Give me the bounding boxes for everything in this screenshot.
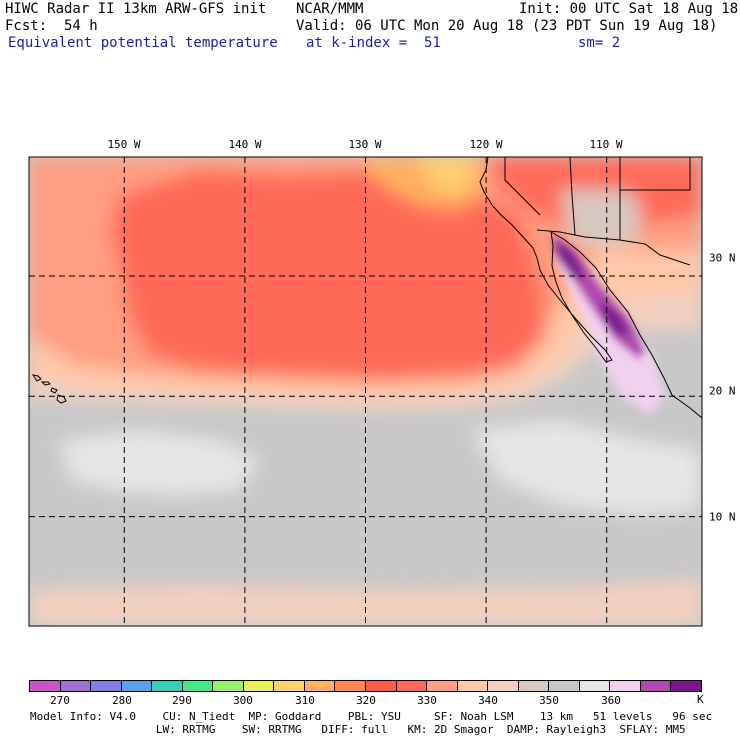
colorbar-swatch <box>335 681 367 691</box>
model-info-line-1: Model Info: V4.0 CU: N_Tiedt MP: Goddard… <box>30 710 713 723</box>
colorbar-swatch <box>457 681 489 691</box>
colorbar-swatch <box>121 681 153 691</box>
lon-label-130w: 130 W <box>348 138 382 151</box>
state-boundary-az <box>569 157 576 236</box>
colorbar-swatch <box>640 681 672 691</box>
colorbar-tick-270: 270 <box>50 694 70 707</box>
colorbar-tick-300: 300 <box>233 694 253 707</box>
field-band-320K <box>420 157 475 195</box>
colorbar-tick-310: 310 <box>295 694 315 707</box>
map-frame <box>28 156 703 627</box>
field-band-375K-sierra <box>600 300 630 335</box>
colorbar-swatch <box>549 681 580 691</box>
baja-peninsula-coast <box>536 231 613 363</box>
mexico-mainland-coast <box>550 231 702 419</box>
lon-label-140w: 140 W <box>228 138 262 151</box>
lat-label-30n: 30 N <box>709 251 736 265</box>
california-coast <box>479 157 538 259</box>
lat-lon-gridlines <box>29 157 702 626</box>
colorbar-swatch <box>304 681 336 691</box>
state-boundary-ca-nv <box>504 157 541 216</box>
lon-label-110w: 110 W <box>589 138 623 151</box>
colorbar-swatch <box>488 681 519 691</box>
level-index: at k-index = 51 <box>306 35 441 51</box>
valid-time: Valid: 06 UTC Mon 20 Aug 18 (23 PDT Sun … <box>296 18 718 34</box>
hawaii-islands <box>31 374 67 404</box>
lat-label-10n: 10 N <box>709 510 736 524</box>
colorbar-swatch <box>518 681 550 691</box>
colorbar-swatch <box>427 681 458 691</box>
colorbar-swatch <box>60 681 92 691</box>
colorbar-swatch <box>91 681 122 691</box>
colorbar-tick-350: 350 <box>539 694 559 707</box>
model-info-line-2: LW: RRTMG SW: RRTMG DIFF: full KM: 2D Sm… <box>30 723 686 736</box>
coastlines <box>31 157 702 419</box>
colorbar-swatch <box>243 681 275 691</box>
lat-label-20n: 20 N <box>709 384 736 398</box>
colorbar-tick-360: 360 <box>601 694 621 707</box>
colorbar-tick-340: 340 <box>478 694 498 707</box>
field-name: Equivalent potential temperature <box>8 35 278 51</box>
field-band-360K-east <box>470 420 700 515</box>
smoothing-label: sm= 2 <box>578 35 621 51</box>
field-band-360K-west <box>60 430 260 495</box>
colorbar-tick-330: 330 <box>417 694 437 707</box>
colorbar-swatch <box>213 681 244 691</box>
colorbar-swatch <box>610 681 641 691</box>
colorbar-swatch <box>182 681 214 691</box>
organization-label: NCAR/MMM <box>296 1 364 17</box>
model-title: HIWC Radar II 13km ARW-GFS init <box>5 1 267 17</box>
lon-label-150w: 150 W <box>107 138 141 151</box>
colorbar-tick-280: 280 <box>112 694 132 707</box>
colorbar-tick-290: 290 <box>172 694 192 707</box>
colorbar-swatch <box>671 681 702 691</box>
lon-label-120w: 120 W <box>469 138 503 151</box>
field-band-375K-mexico <box>556 238 585 280</box>
field-band-330K <box>110 170 545 378</box>
colorbar-swatch <box>579 681 611 691</box>
colorbar-swatch <box>274 681 305 691</box>
forecast-label: Fcst: <box>5 18 48 34</box>
init-time: Init: 00 UTC Sat 18 Aug 18 <box>519 1 739 17</box>
colorbar-swatch <box>152 681 183 691</box>
colorbar-units: K <box>697 693 704 706</box>
colorbar-swatch <box>396 681 428 691</box>
colorbar-tick-320: 320 <box>356 694 376 707</box>
colorbar <box>29 680 702 692</box>
state-boundary-tx <box>620 157 691 191</box>
colorbar-swatch <box>30 681 61 691</box>
forecast-hour: 54 h <box>64 18 98 34</box>
colorbar-swatch <box>366 681 397 691</box>
